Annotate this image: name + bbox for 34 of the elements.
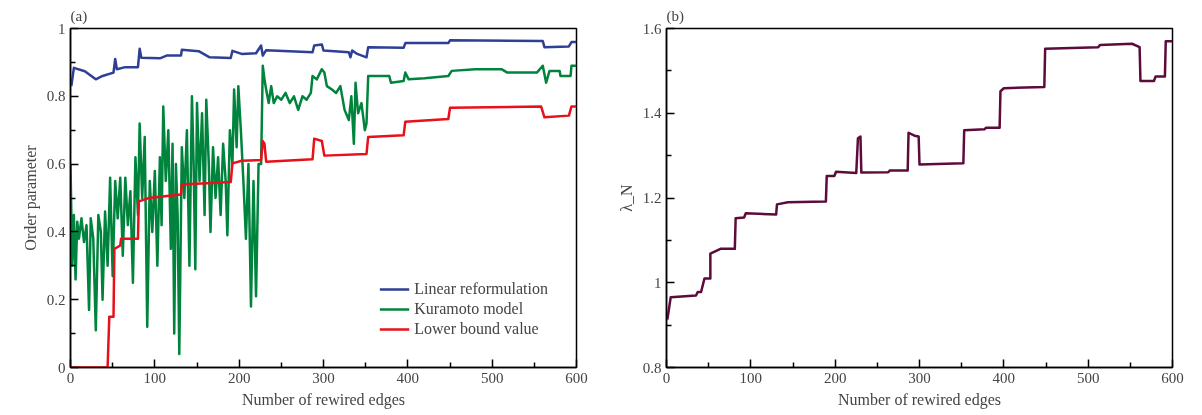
legend-label: Linear reformulation <box>414 280 548 298</box>
line-series <box>666 39 1173 321</box>
line-series <box>70 64 577 356</box>
x-tick-label: 200 <box>823 369 847 386</box>
y-tick-label: 0.2 <box>46 291 66 308</box>
x-tick-label: 100 <box>739 369 763 386</box>
x-tick-label: 300 <box>312 369 335 386</box>
y-axis-title: Order parameter <box>21 144 40 251</box>
y-tick-label: 1.4 <box>642 105 662 122</box>
y-tick-label: 1.2 <box>642 190 662 206</box>
line-series <box>70 39 577 88</box>
y-tick-label: 1 <box>58 20 66 37</box>
x-tick-label: 400 <box>396 369 420 386</box>
legend-label: Lower bound value <box>414 320 539 338</box>
x-tick-label: 600 <box>565 369 588 386</box>
x-axis-title: Number of rewired edges <box>837 390 1002 409</box>
y-tick-label: 1 <box>654 274 662 291</box>
x-tick-label: 500 <box>480 369 504 386</box>
y-tick-label: 0.8 <box>46 88 66 105</box>
y-tick-label: 0.4 <box>46 223 66 240</box>
x-axis-title: Number of rewired edges <box>241 390 406 409</box>
chart-title: (b) <box>666 7 684 25</box>
y-tick-label: 0.8 <box>642 359 662 376</box>
x-tick-label: 200 <box>227 369 251 386</box>
x-tick-label: 300 <box>908 369 931 386</box>
y-tick-label: 0.6 <box>46 156 66 173</box>
y-axis-title: λ_N <box>617 183 635 212</box>
y-tick-label: 1.6 <box>642 20 662 37</box>
x-tick-label: 100 <box>143 369 167 386</box>
x-tick-label: 600 <box>1161 369 1184 386</box>
x-tick-label: 400 <box>992 369 1016 386</box>
chart-title: (a) <box>70 7 88 25</box>
x-tick-label: 500 <box>1076 369 1100 386</box>
legend-label: Kuramoto model <box>414 300 524 318</box>
